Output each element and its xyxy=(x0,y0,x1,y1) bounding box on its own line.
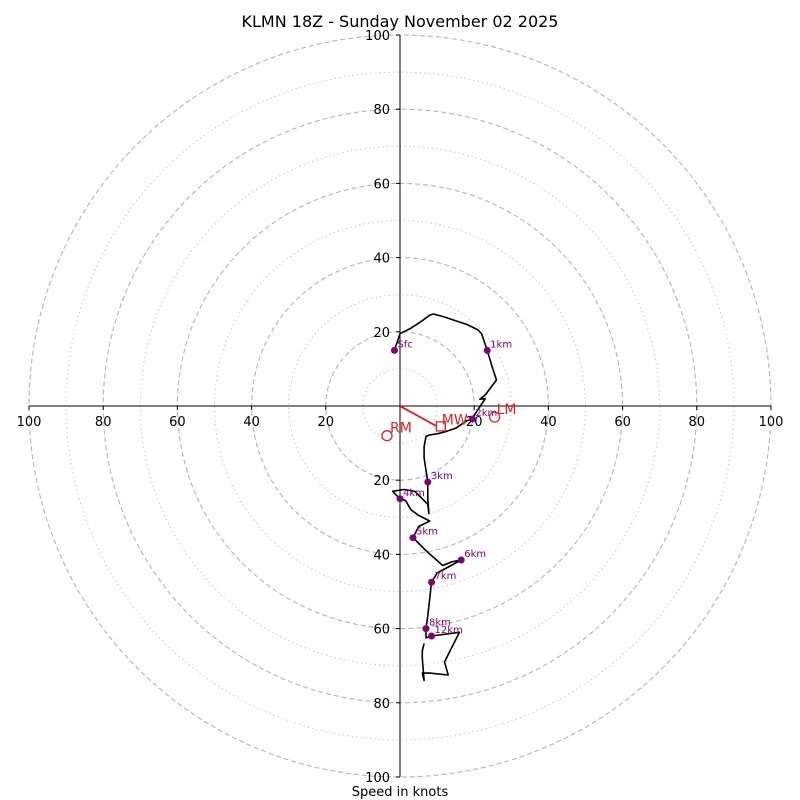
height-label-5km: 5km xyxy=(416,527,438,538)
mean-wind-label: MW xyxy=(442,412,468,428)
hodograph-trace-layer xyxy=(391,313,498,682)
hodograph-trace xyxy=(391,313,498,682)
height-label-7km: 7km xyxy=(435,571,457,582)
height-marker-5km xyxy=(409,534,417,542)
height-label-12km: 12km xyxy=(435,625,463,636)
y-tick-label: 60 xyxy=(373,177,390,192)
x-tick-label: 20 xyxy=(318,415,335,430)
y-tick-label: 80 xyxy=(373,103,390,118)
y-tick-label: 60 xyxy=(373,623,390,638)
x-tick-label: 60 xyxy=(614,415,631,430)
x-axis-label: Speed in knots xyxy=(352,785,449,800)
height-marker-sfc xyxy=(390,346,398,354)
height-label-2km: 2km xyxy=(475,408,497,419)
x-tick-label: 40 xyxy=(243,415,260,430)
height-marker-7km xyxy=(428,578,436,586)
height-label-4km: 4km xyxy=(403,488,425,499)
y-tick-label: 100 xyxy=(365,29,390,44)
x-tick-label: 100 xyxy=(759,415,784,430)
y-tick-label: 20 xyxy=(373,326,390,341)
y-tick-label: 80 xyxy=(373,697,390,712)
y-tick-label: 20 xyxy=(373,474,390,489)
height-label-sfc: Sfc xyxy=(397,339,412,350)
storm-motion-layer: MW RM LM xyxy=(381,402,517,442)
left-mover-marker xyxy=(488,411,501,423)
height-label-3km: 3km xyxy=(431,471,453,482)
height-label-6km: 6km xyxy=(464,549,486,560)
height-marker-1km xyxy=(483,346,491,354)
x-tick-label: 80 xyxy=(95,415,112,430)
right-mover-label: RM xyxy=(390,421,412,437)
height-label-8km: 8km xyxy=(429,618,451,629)
x-tick-label: 40 xyxy=(540,415,557,430)
height-marker-12km xyxy=(428,632,436,640)
tick-labels: 100 80 60 40 20 20 40 60 80 100100806040202040608… xyxy=(17,29,784,786)
right-mover-marker xyxy=(381,430,393,442)
height-marker-3km xyxy=(424,478,432,486)
left-mover-label: LM xyxy=(497,402,517,418)
y-tick-label: 40 xyxy=(373,548,390,563)
y-tick-label: 100 xyxy=(365,771,390,786)
y-tick-label: 40 xyxy=(373,252,390,267)
x-tick-label: 100 xyxy=(17,415,42,430)
height-marker-2km xyxy=(468,415,476,423)
height-marker-8km xyxy=(422,625,430,633)
height-marker-4km xyxy=(396,495,404,503)
x-tick-label: 60 xyxy=(169,415,186,430)
height-marker-6km xyxy=(457,556,465,564)
shear-vector xyxy=(399,405,438,428)
height-label-1km: 1km xyxy=(490,339,512,350)
mean-wind-marker xyxy=(435,421,446,432)
chart-title: KLMN 18Z - Sunday November 02 2025 xyxy=(242,12,559,31)
x-tick-label: 80 xyxy=(689,415,706,430)
